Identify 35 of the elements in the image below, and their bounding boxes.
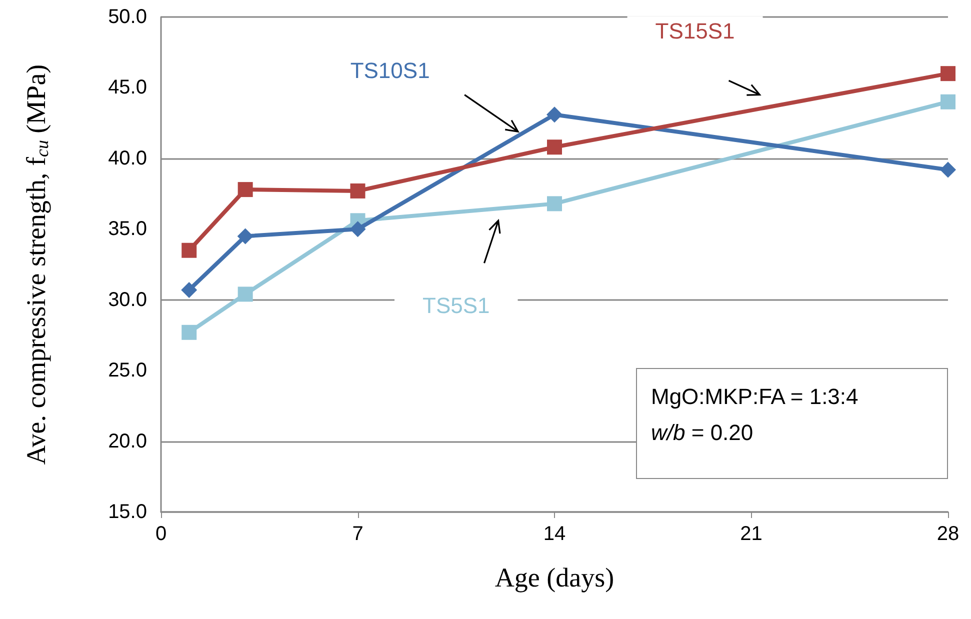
y-tick-label: 50.0 <box>108 6 147 28</box>
x-tick-label: 0 <box>155 523 167 545</box>
point <box>547 140 562 155</box>
y-tick-label: 35.0 <box>108 218 147 240</box>
point <box>350 221 366 238</box>
y-tick-label: 40.0 <box>108 147 147 170</box>
x-axis-title: Age (days) <box>494 562 614 592</box>
point <box>182 242 197 258</box>
text: TS5S1 <box>422 293 490 318</box>
text: TS10S1 <box>350 58 430 84</box>
y-tick-label: 25.0 <box>108 360 147 382</box>
y-tick-label: 45.0 <box>108 76 147 99</box>
point <box>238 286 253 302</box>
x-tick-label: 28 <box>936 523 960 545</box>
point <box>547 196 562 212</box>
x-tick-label: 7 <box>352 523 364 545</box>
y-tick-label: 30.0 <box>108 288 147 311</box>
y-tick-label: 20.0 <box>108 430 147 452</box>
point <box>181 282 198 298</box>
point <box>238 182 253 198</box>
note-box: MgO:MKP:FA = 1:3:4 w/b = 0.20 <box>636 368 948 480</box>
x-tick-label: 21 <box>740 523 762 545</box>
text: TS15S1 <box>655 18 735 44</box>
point <box>546 106 562 123</box>
annotation: w/b = 0.20 <box>651 418 754 447</box>
point <box>237 228 254 244</box>
point <box>940 162 956 178</box>
y-axis-title: Ave. compressive strength, fcu (MPa) <box>21 64 52 465</box>
point <box>182 324 197 340</box>
point <box>940 66 956 82</box>
point <box>350 183 366 198</box>
point <box>940 94 956 110</box>
annotation: MgO:MKP:FA = 1:3:4 <box>651 382 860 411</box>
x-tick-label: 14 <box>543 523 566 545</box>
y-tick-label: 15.0 <box>108 501 147 523</box>
